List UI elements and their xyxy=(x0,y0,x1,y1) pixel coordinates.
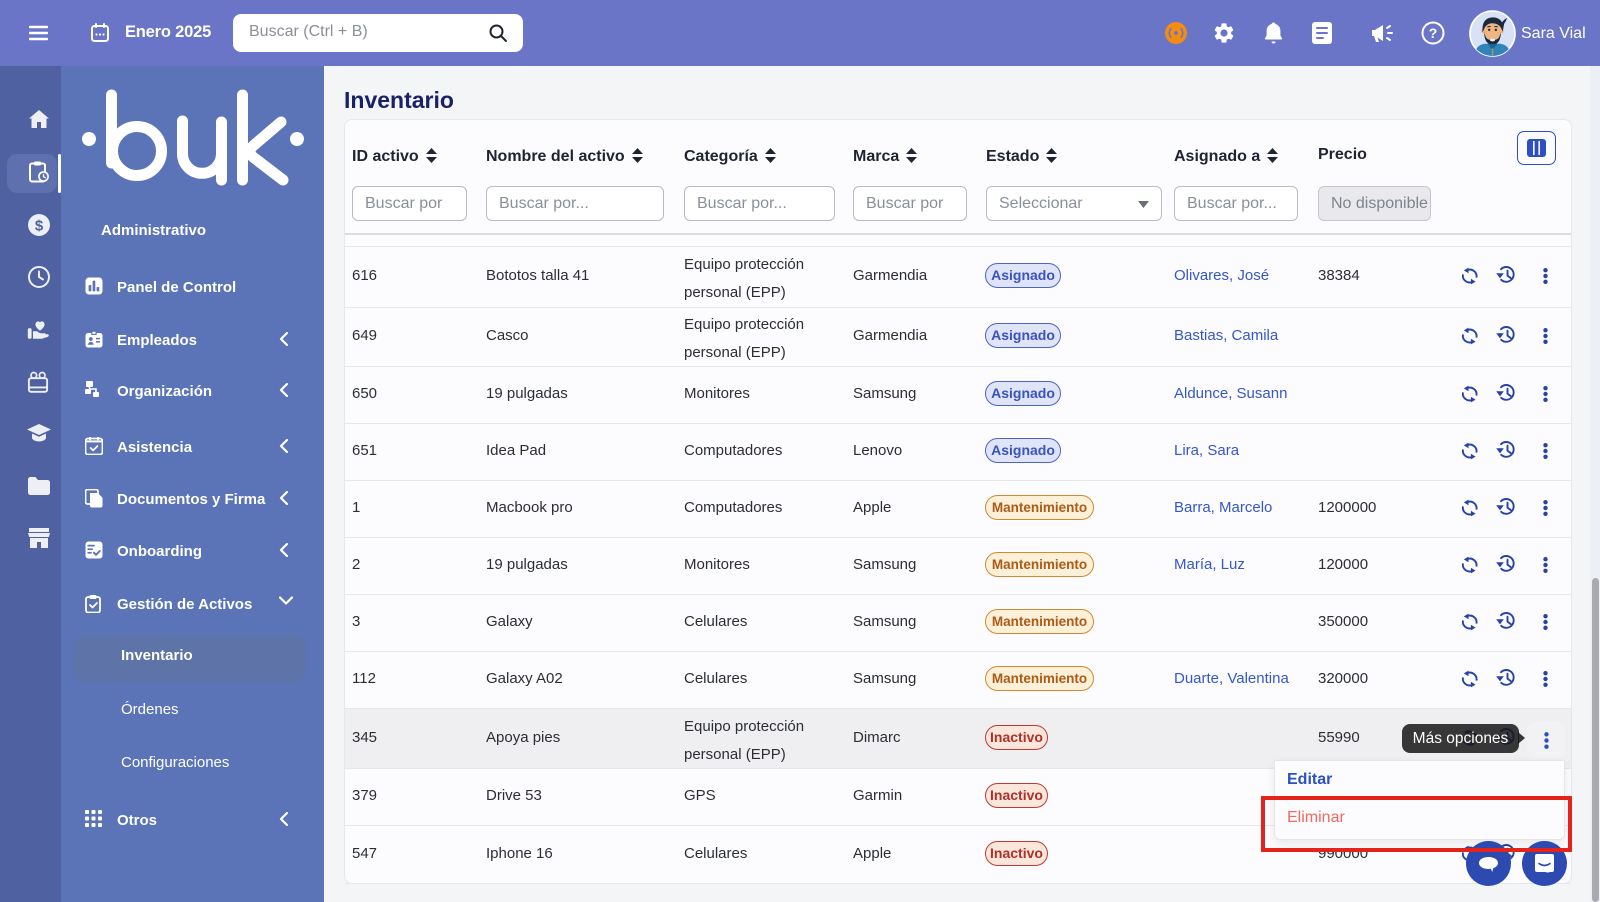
svg-text:$: $ xyxy=(35,218,44,235)
svg-text:?: ? xyxy=(1429,25,1438,41)
